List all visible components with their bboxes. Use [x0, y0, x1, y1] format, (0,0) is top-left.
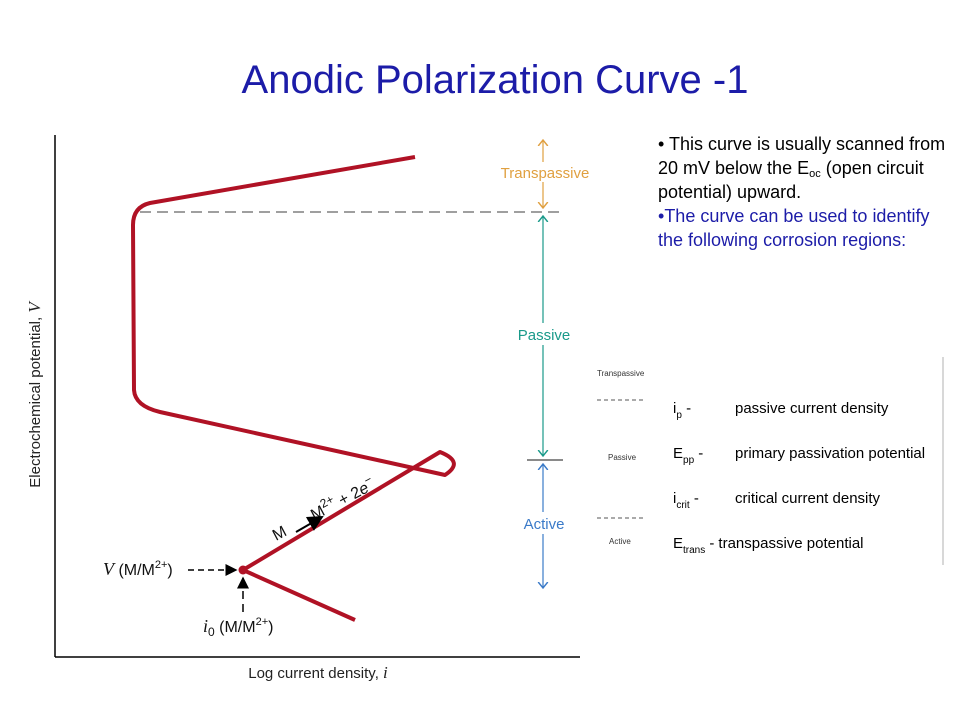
- label-part: V: [103, 559, 116, 579]
- legend-symbol: icrit -: [673, 490, 699, 511]
- symbol-subscript: crit: [676, 500, 690, 511]
- label-bg: [494, 162, 594, 182]
- label-part: M: [270, 523, 290, 544]
- legend-symbol: Etrans - transpassive potential: [673, 535, 864, 556]
- label-part: ): [167, 562, 172, 579]
- label-part: V: [25, 300, 44, 313]
- subscript: oc: [809, 168, 821, 180]
- label-part: 0: [208, 625, 215, 639]
- label-part: ): [268, 619, 273, 636]
- region-label: Passive: [518, 327, 571, 344]
- x-axis-label: Log current density, i: [248, 663, 388, 682]
- symbol: i: [673, 490, 676, 507]
- symbol-subscript: p: [676, 410, 682, 421]
- symbol: E: [673, 535, 683, 552]
- inset-label: Passive: [608, 453, 637, 462]
- reaction-label: MM2+ + 2e−: [268, 472, 378, 545]
- legend-description: primary passivation potential: [735, 445, 925, 462]
- polarization-curve: [131, 155, 456, 572]
- legend-description: transpassive potential: [718, 535, 863, 552]
- y-axis-label: Electrochemical potential, V: [25, 300, 44, 488]
- symbol-dash: -: [705, 535, 714, 552]
- bullet: • This curve is usually scanned from 20 …: [658, 134, 946, 202]
- symbol-dash: -: [694, 445, 703, 462]
- symbol: E: [673, 445, 683, 462]
- bullet-list: • This curve is usually scanned from 20 …: [658, 132, 948, 252]
- bullet-text: This curve is usually scanned from 20 mV…: [658, 134, 946, 178]
- symbol: i: [673, 400, 676, 417]
- inset-label: Active: [609, 537, 631, 546]
- legend-symbol: ip -: [673, 400, 691, 421]
- potential-label: V (M/M2+): [103, 559, 173, 579]
- equilibrium-point: [238, 565, 248, 575]
- legend-symbol: Epp -: [673, 445, 703, 466]
- symbol-dash: -: [682, 400, 691, 417]
- legend-description: passive current density: [735, 400, 889, 417]
- label-part: (M/M: [114, 562, 155, 579]
- label-part: 2+: [155, 559, 168, 571]
- slide-title: Anodic Polarization Curve -1: [241, 58, 749, 102]
- label-part: Electrochemical potential,: [27, 313, 44, 488]
- symbol-dash: -: [690, 490, 699, 507]
- symbol-subscript: trans: [683, 545, 705, 556]
- label-bg: [516, 512, 572, 534]
- label-part: i: [383, 663, 388, 682]
- cathodic-branch: [242, 568, 356, 622]
- legend-description: critical current density: [735, 490, 881, 507]
- label-part: Log current density,: [248, 665, 383, 682]
- bullet-text: (open circuit potential) upward.: [658, 158, 924, 202]
- reaction-arrow: [295, 516, 324, 533]
- bullet: •The curve can be used to identify the f…: [658, 206, 930, 250]
- region-label: Transpassive: [501, 165, 590, 182]
- region-label: Active: [524, 516, 565, 533]
- inset-label: Transpassive: [597, 369, 645, 378]
- symbol-subscript: pp: [683, 455, 695, 466]
- exchange-current-label: i0 (M/M2+): [203, 616, 273, 639]
- label-part: (M/M: [215, 619, 256, 636]
- label-bg: [514, 323, 574, 345]
- bullet-text: The curve can be used to identify the fo…: [658, 206, 930, 250]
- label-part: 2+: [256, 616, 269, 628]
- label-part: i: [203, 616, 208, 636]
- label-part: 2+: [318, 492, 337, 511]
